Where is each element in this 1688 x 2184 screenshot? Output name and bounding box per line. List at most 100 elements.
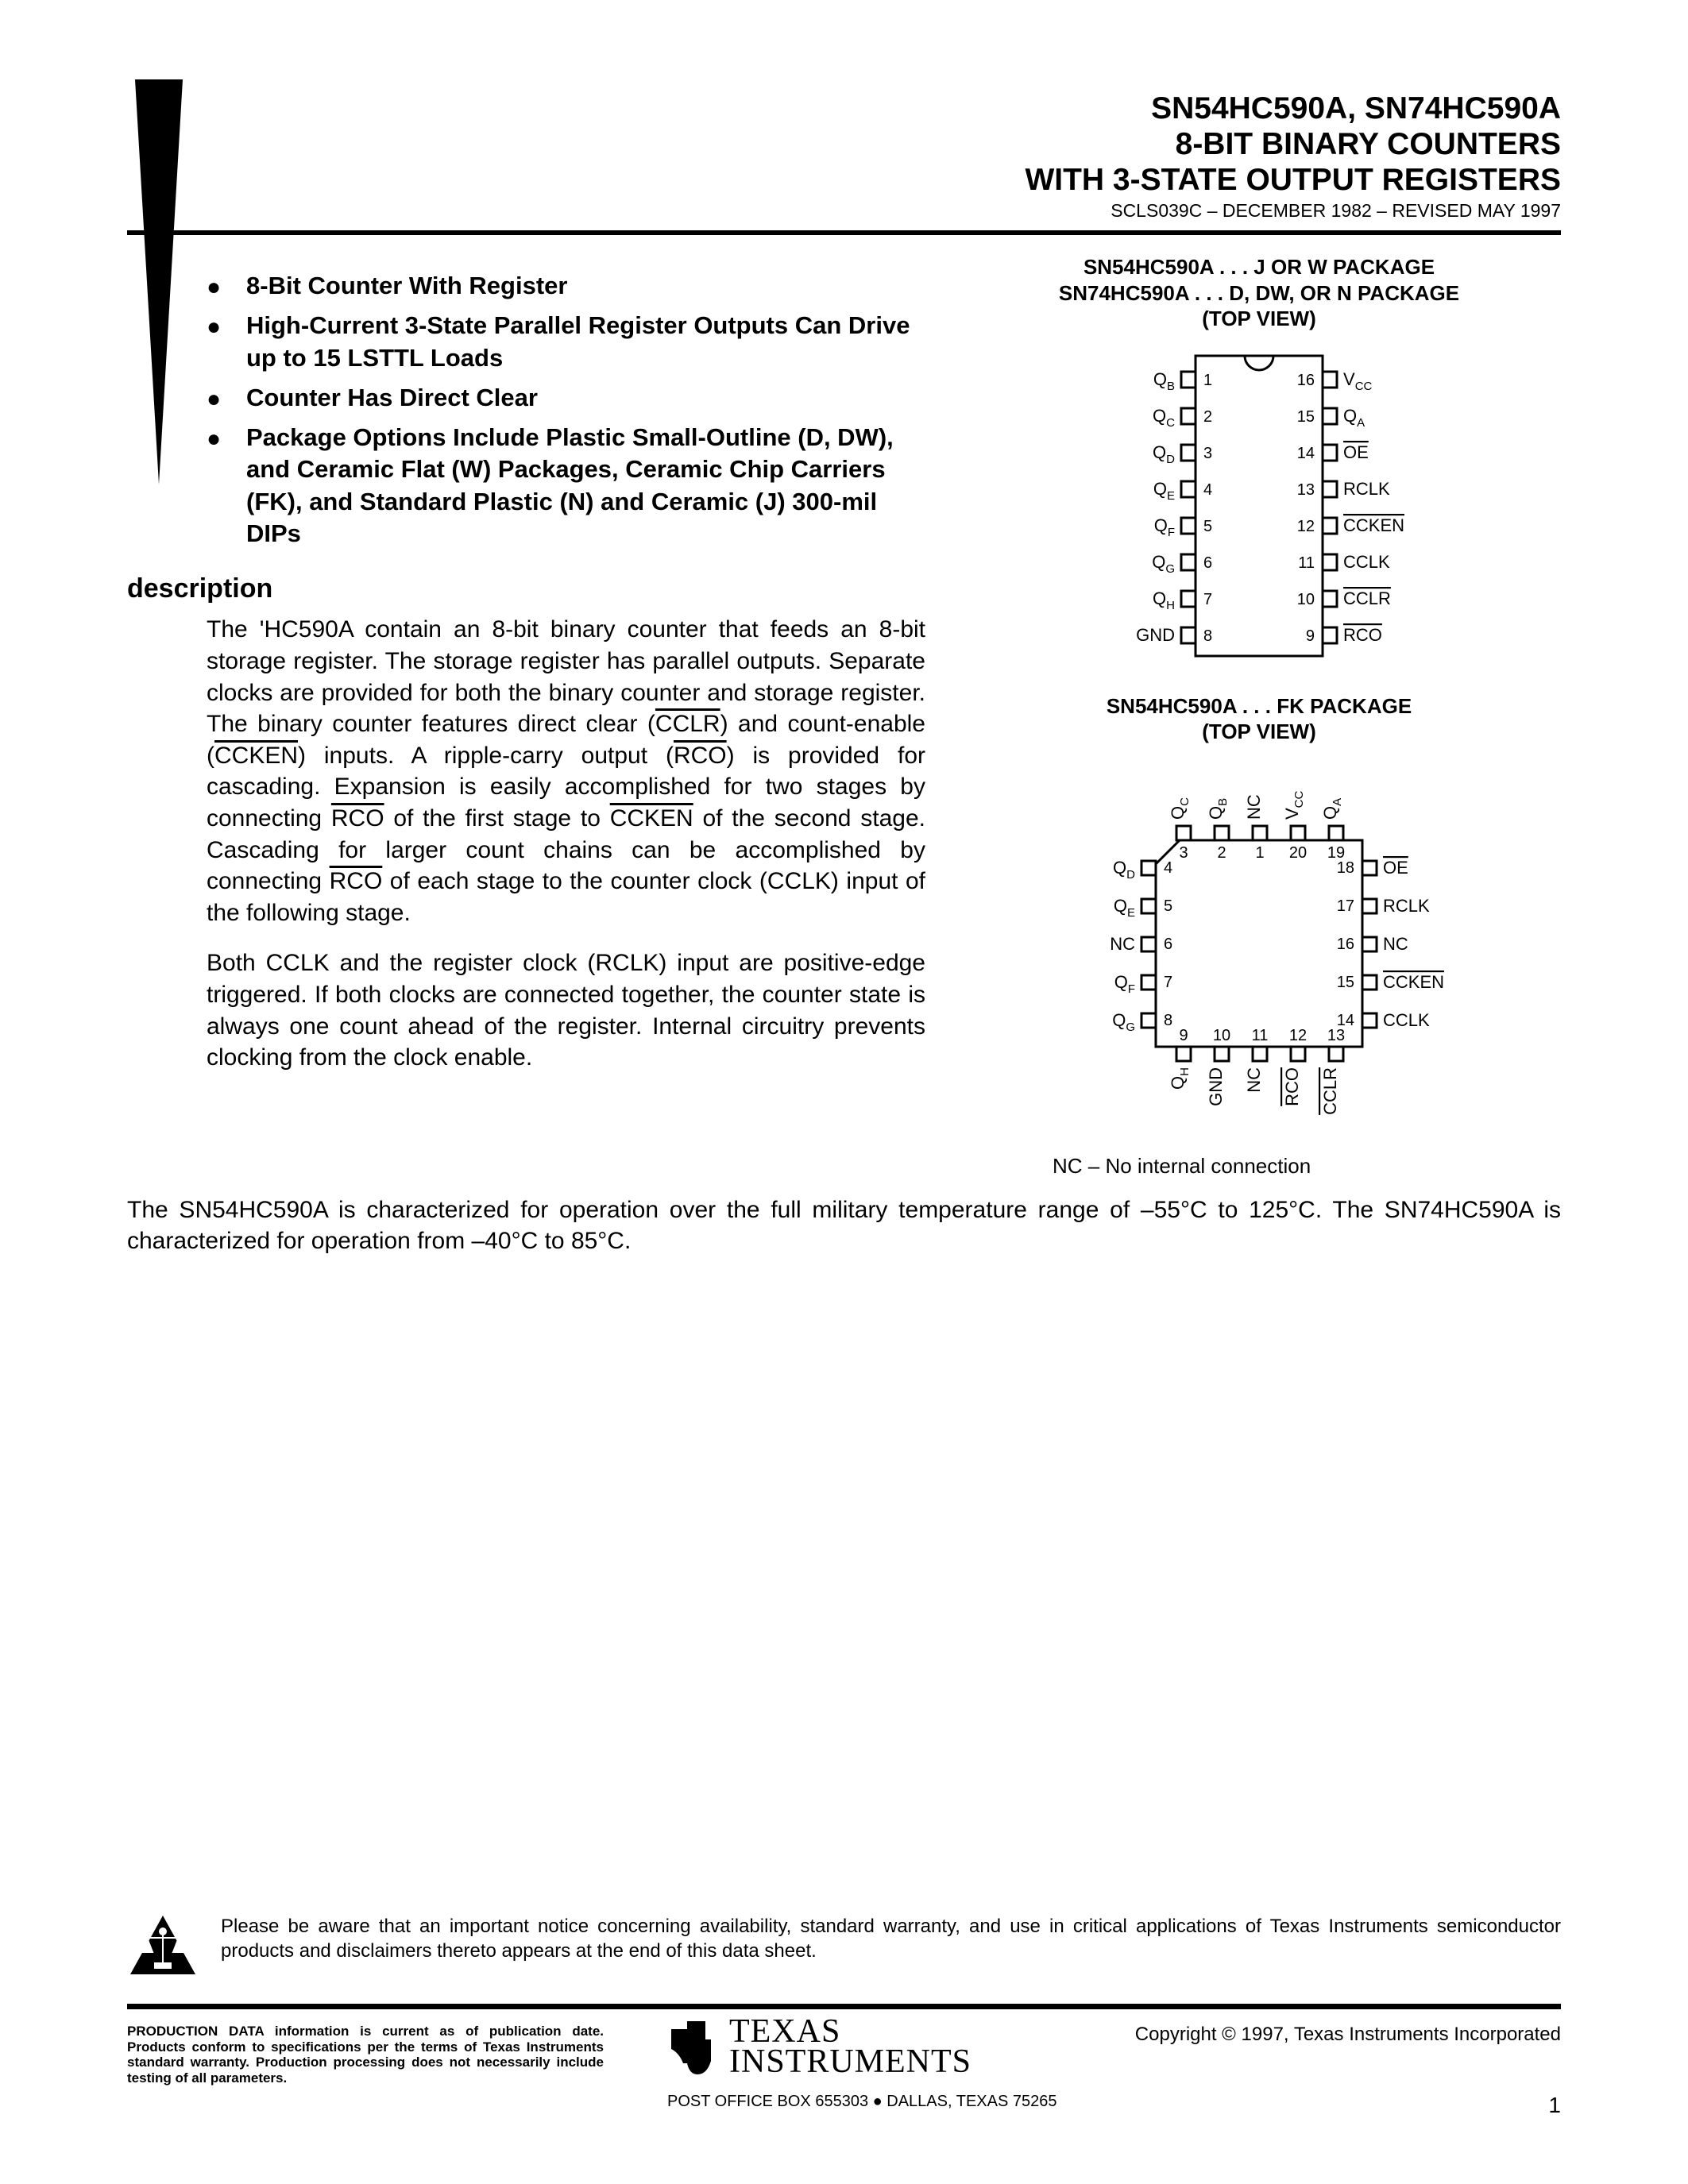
svg-text:GND: GND [1206,1067,1226,1106]
svg-text:QH: QH [1153,588,1175,612]
header-docnum: SCLS039C – DECEMBER 1982 – REVISED MAY 1… [1025,200,1561,222]
svg-text:6: 6 [1203,554,1212,572]
svg-text:QF: QF [1114,972,1135,996]
bullet-item: Package Options Include Plastic Small-Ou… [207,422,925,550]
svg-text:9: 9 [1306,627,1315,645]
production-data-text: PRODUCTION DATA information is current a… [127,2024,604,2086]
svg-text:18: 18 [1337,859,1354,877]
header-line2: 8-BIT BINARY COUNTERS [1025,127,1561,163]
svg-text:RCLK: RCLK [1383,896,1430,916]
svg-text:10: 10 [1297,591,1315,608]
copyright-text: Copyright © 1997, Texas Instruments Inco… [1135,2024,1561,2046]
svg-text:14: 14 [1297,445,1315,462]
svg-text:11: 11 [1252,1027,1269,1044]
svg-text:OE: OE [1343,442,1369,462]
ti-logo: TEXAS INSTRUMENTS [667,2017,971,2081]
bullet-item: High-Current 3-State Parallel Register O… [207,310,925,374]
description-heading: description [127,573,925,604]
title-rule [127,230,1561,235]
plcc-package-diagram: 4QD5QE6NC7QF8QG18OE17RCLK16NC15CCKEN14CC… [1041,753,1477,1134]
scales-warning-icon [127,1914,199,1978]
svg-text:CCLK: CCLK [1383,1010,1430,1030]
two-column-layout: 8-Bit Counter With Register High-Current… [127,254,1561,1179]
svg-text:NC: NC [1244,794,1264,820]
svg-text:QE: QE [1114,896,1135,920]
svg-text:2: 2 [1203,408,1212,426]
svg-text:17: 17 [1337,897,1354,915]
svg-text:16: 16 [1337,936,1354,953]
svg-text:7: 7 [1164,974,1172,991]
svg-text:NC: NC [1110,934,1135,954]
left-column: 8-Bit Counter With Register High-Current… [127,254,925,1179]
svg-text:3: 3 [1179,844,1188,862]
page-number: 1 [1548,2093,1561,2118]
svg-text:QB: QB [1206,797,1230,819]
svg-text:QC: QC [1153,406,1175,430]
po-box-text: POST OFFICE BOX 655303 ● DALLAS, TEXAS 7… [667,2093,1144,2111]
svg-text:NC: NC [1244,1067,1264,1092]
svg-text:RCLK: RCLK [1343,479,1390,499]
svg-text:12: 12 [1289,1027,1307,1044]
svg-text:11: 11 [1298,554,1315,572]
description-para2: Both CCLK and the register clock (RCLK) … [207,947,925,1073]
svg-text:NC: NC [1383,934,1408,954]
svg-text:13: 13 [1297,481,1315,499]
svg-text:7: 7 [1203,591,1212,608]
plcc-caption: SN54HC590A . . . FK PACKAGE (TOP VIEW) [957,693,1561,745]
footnote-text: Please be aware that an important notice… [221,1914,1561,1963]
svg-text:QG: QG [1112,1010,1135,1034]
svg-text:RCO: RCO [1282,1067,1302,1106]
dip-caption: SN54HC590A . . . J OR W PACKAGE SN74HC59… [957,254,1561,332]
plcc-caption-line1: SN54HC590A . . . FK PACKAGE [957,693,1561,720]
svg-text:5: 5 [1164,897,1172,915]
dip-caption-line2: SN74HC590A . . . D, DW, OR N PACKAGE [957,280,1561,307]
svg-text:QA: QA [1343,406,1365,430]
svg-text:QD: QD [1113,858,1135,882]
ti-logo-icon [667,2017,715,2081]
nc-note: NC – No internal connection [1053,1154,1561,1179]
feature-bullets: 8-Bit Counter With Register High-Current… [207,270,925,550]
svg-text:19: 19 [1327,844,1345,862]
svg-text:1: 1 [1255,844,1264,862]
footer-row: PRODUCTION DATA information is current a… [127,2017,1561,2120]
svg-text:15: 15 [1297,408,1315,426]
header-line1: SN54HC590A, SN74HC590A [1025,91,1561,127]
ti-logo-line2: INSTRUMENTS [729,2047,971,2078]
bottom-rule [127,2004,1561,2009]
bullet-item: 8-Bit Counter With Register [207,270,925,302]
svg-text:QD: QD [1153,442,1175,466]
svg-text:20: 20 [1289,844,1307,862]
svg-text:VCC: VCC [1282,790,1306,820]
svg-text:CCKEN: CCKEN [1343,515,1404,535]
svg-text:QA: QA [1320,797,1344,819]
svg-text:CCLR: CCLR [1320,1067,1340,1115]
svg-text:4: 4 [1164,859,1172,877]
svg-text:OE: OE [1383,858,1408,878]
svg-text:CCKEN: CCKEN [1383,972,1444,992]
footnote-block: Please be aware that an important notice… [127,1914,1561,1978]
svg-text:15: 15 [1337,974,1354,991]
header-block: SN54HC590A, SN74HC590A 8-BIT BINARY COUN… [1025,91,1561,222]
content-area: 8-Bit Counter With Register High-Current… [127,254,1561,1257]
header-line3: WITH 3-STATE OUTPUT REGISTERS [1025,163,1561,199]
dip-package-diagram: 1QB16VCC2QC15QA3QD14OE4QE13RCLK5QF12CCKE… [1084,340,1434,666]
bullet-item: Counter Has Direct Clear [207,382,925,414]
svg-text:16: 16 [1297,372,1315,389]
svg-text:QF: QF [1154,515,1175,539]
svg-text:5: 5 [1203,518,1212,535]
svg-text:QE: QE [1153,479,1175,503]
svg-text:2: 2 [1217,844,1226,862]
svg-text:4: 4 [1203,481,1212,499]
svg-text:RCO: RCO [1343,625,1382,645]
svg-text:CCLK: CCLK [1343,552,1390,572]
svg-text:8: 8 [1203,627,1212,645]
description-para3: The SN54HC590A is characterized for oper… [127,1194,1561,1257]
plcc-caption-line2: (TOP VIEW) [957,719,1561,745]
ti-logo-text: TEXAS INSTRUMENTS [729,2017,971,2078]
dip-svg: 1QB16VCC2QC15QA3QD14OE4QE13RCLK5QF12CCKE… [1084,340,1434,666]
plcc-svg: 4QD5QE6NC7QF8QG18OE17RCLK16NC15CCKEN14CC… [1041,753,1477,1134]
svg-text:QB: QB [1153,369,1175,393]
dip-caption-line3: (TOP VIEW) [957,306,1561,332]
right-column: SN54HC590A . . . J OR W PACKAGE SN74HC59… [957,254,1561,1179]
svg-text:CCLR: CCLR [1343,588,1391,608]
